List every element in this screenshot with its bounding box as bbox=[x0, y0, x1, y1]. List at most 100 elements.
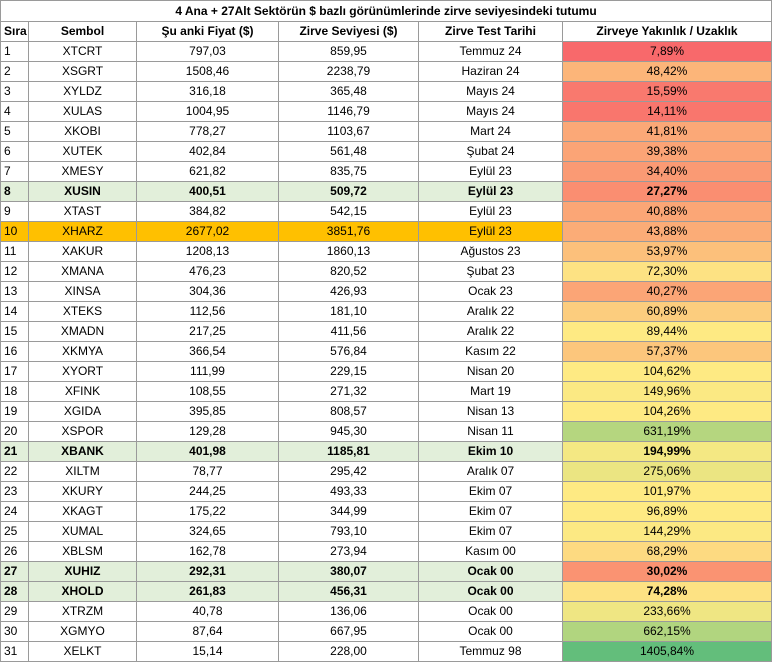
date-cell: Ağustos 23 bbox=[418, 241, 563, 262]
sira-cell: 6 bbox=[0, 141, 29, 162]
peak-cell: 136,06 bbox=[278, 601, 419, 622]
sira-cell: 10 bbox=[0, 221, 29, 242]
sembol-cell: XBLSM bbox=[28, 541, 137, 562]
price-cell: 292,31 bbox=[136, 561, 279, 582]
table-row: 2 XSGRT 1508,46 2238,79 Haziran 24 48,42% bbox=[0, 61, 772, 82]
sira-cell: 7 bbox=[0, 161, 29, 182]
date-cell: Eylül 23 bbox=[418, 161, 563, 182]
proximity-cell: 96,89% bbox=[562, 501, 772, 522]
sembol-cell: XKOBI bbox=[28, 121, 137, 142]
sira-cell: 25 bbox=[0, 521, 29, 542]
table-row: 8 XUSIN 400,51 509,72 Eylül 23 27,27% bbox=[0, 181, 772, 202]
price-cell: 112,56 bbox=[136, 301, 279, 322]
proximity-cell: 15,59% bbox=[562, 81, 772, 102]
sembol-cell: XUTEK bbox=[28, 141, 137, 162]
table-row: 4 XULAS 1004,95 1146,79 Mayıs 24 14,11% bbox=[0, 101, 772, 122]
proximity-cell: 57,37% bbox=[562, 341, 772, 362]
date-cell: Haziran 24 bbox=[418, 61, 563, 82]
sembol-cell: XSPOR bbox=[28, 421, 137, 442]
price-cell: 324,65 bbox=[136, 521, 279, 542]
price-cell: 316,18 bbox=[136, 81, 279, 102]
peak-cell: 820,52 bbox=[278, 261, 419, 282]
date-cell: Nisan 11 bbox=[418, 421, 563, 442]
date-cell: Ocak 00 bbox=[418, 581, 563, 602]
header-sembol: Sembol bbox=[28, 21, 137, 42]
sira-cell: 2 bbox=[0, 61, 29, 82]
price-cell: 129,28 bbox=[136, 421, 279, 442]
table-row: 18 XFINK 108,55 271,32 Mart 19 149,96% bbox=[0, 381, 772, 402]
date-cell: Nisan 13 bbox=[418, 401, 563, 422]
sira-cell: 19 bbox=[0, 401, 29, 422]
proximity-cell: 101,97% bbox=[562, 481, 772, 502]
table-row: 14 XTEKS 112,56 181,10 Aralık 22 60,89% bbox=[0, 301, 772, 322]
peak-cell: 808,57 bbox=[278, 401, 419, 422]
header-tarih: Zirve Test Tarihi bbox=[418, 21, 563, 42]
price-cell: 621,82 bbox=[136, 161, 279, 182]
proximity-cell: 275,06% bbox=[562, 461, 772, 482]
proximity-cell: 30,02% bbox=[562, 561, 772, 582]
peak-cell: 945,30 bbox=[278, 421, 419, 442]
date-cell: Ekim 07 bbox=[418, 501, 563, 522]
sira-cell: 31 bbox=[0, 641, 29, 662]
peak-cell: 365,48 bbox=[278, 81, 419, 102]
sira-cell: 5 bbox=[0, 121, 29, 142]
sembol-cell: XSGRT bbox=[28, 61, 137, 82]
table-row: 28 XHOLD 261,83 456,31 Ocak 00 74,28% bbox=[0, 581, 772, 602]
date-cell: Ocak 00 bbox=[418, 561, 563, 582]
proximity-cell: 53,97% bbox=[562, 241, 772, 262]
sira-cell: 16 bbox=[0, 341, 29, 362]
sembol-cell: XUSIN bbox=[28, 181, 137, 202]
table-row: 7 XMESY 621,82 835,75 Eylül 23 34,40% bbox=[0, 161, 772, 182]
proximity-cell: 48,42% bbox=[562, 61, 772, 82]
header-sira: Sıra bbox=[0, 21, 29, 42]
sembol-cell: XTCRT bbox=[28, 41, 137, 62]
date-cell: Ocak 00 bbox=[418, 621, 563, 642]
table-body: 1 XTCRT 797,03 859,95 Temmuz 24 7,89% 2 XSGRT 15… bbox=[0, 41, 772, 662]
proximity-cell: 68,29% bbox=[562, 541, 772, 562]
sira-cell: 27 bbox=[0, 561, 29, 582]
sira-cell: 23 bbox=[0, 481, 29, 502]
price-cell: 108,55 bbox=[136, 381, 279, 402]
date-cell: Aralık 07 bbox=[418, 461, 563, 482]
proximity-cell: 149,96% bbox=[562, 381, 772, 402]
peak-cell: 542,15 bbox=[278, 201, 419, 222]
proximity-cell: 34,40% bbox=[562, 161, 772, 182]
proximity-cell: 631,19% bbox=[562, 421, 772, 442]
sembol-cell: XFINK bbox=[28, 381, 137, 402]
sembol-cell: XMESY bbox=[28, 161, 137, 182]
date-cell: Şubat 23 bbox=[418, 261, 563, 282]
sembol-cell: XINSA bbox=[28, 281, 137, 302]
price-cell: 175,22 bbox=[136, 501, 279, 522]
peak-cell: 509,72 bbox=[278, 181, 419, 202]
table-title: 4 Ana + 27Alt Sektörün $ bazlı görünümle… bbox=[0, 0, 772, 22]
date-cell: Ocak 23 bbox=[418, 281, 563, 302]
price-cell: 111,99 bbox=[136, 361, 279, 382]
sira-cell: 1 bbox=[0, 41, 29, 62]
peak-cell: 456,31 bbox=[278, 581, 419, 602]
proximity-cell: 14,11% bbox=[562, 101, 772, 122]
sira-cell: 18 bbox=[0, 381, 29, 402]
price-cell: 87,64 bbox=[136, 621, 279, 642]
price-cell: 78,77 bbox=[136, 461, 279, 482]
proximity-cell: 104,62% bbox=[562, 361, 772, 382]
proximity-cell: 233,66% bbox=[562, 601, 772, 622]
proximity-cell: 60,89% bbox=[562, 301, 772, 322]
proximity-cell: 74,28% bbox=[562, 581, 772, 602]
header-zirve: Zirve Seviyesi ($) bbox=[278, 21, 419, 42]
proximity-cell: 40,27% bbox=[562, 281, 772, 302]
date-cell: Kasım 00 bbox=[418, 541, 563, 562]
sira-cell: 14 bbox=[0, 301, 29, 322]
proximity-cell: 40,88% bbox=[562, 201, 772, 222]
sembol-cell: XBANK bbox=[28, 441, 137, 462]
sira-cell: 13 bbox=[0, 281, 29, 302]
proximity-cell: 144,29% bbox=[562, 521, 772, 542]
table-row: 19 XGIDA 395,85 808,57 Nisan 13 104,26% bbox=[0, 401, 772, 422]
date-cell: Şubat 24 bbox=[418, 141, 563, 162]
date-cell: Ekim 07 bbox=[418, 481, 563, 502]
price-cell: 244,25 bbox=[136, 481, 279, 502]
table-row: 29 XTRZM 40,78 136,06 Ocak 00 233,66% bbox=[0, 601, 772, 622]
sira-cell: 15 bbox=[0, 321, 29, 342]
proximity-cell: 39,38% bbox=[562, 141, 772, 162]
sembol-cell: XYLDZ bbox=[28, 81, 137, 102]
table-row: 13 XINSA 304,36 426,93 Ocak 23 40,27% bbox=[0, 281, 772, 302]
